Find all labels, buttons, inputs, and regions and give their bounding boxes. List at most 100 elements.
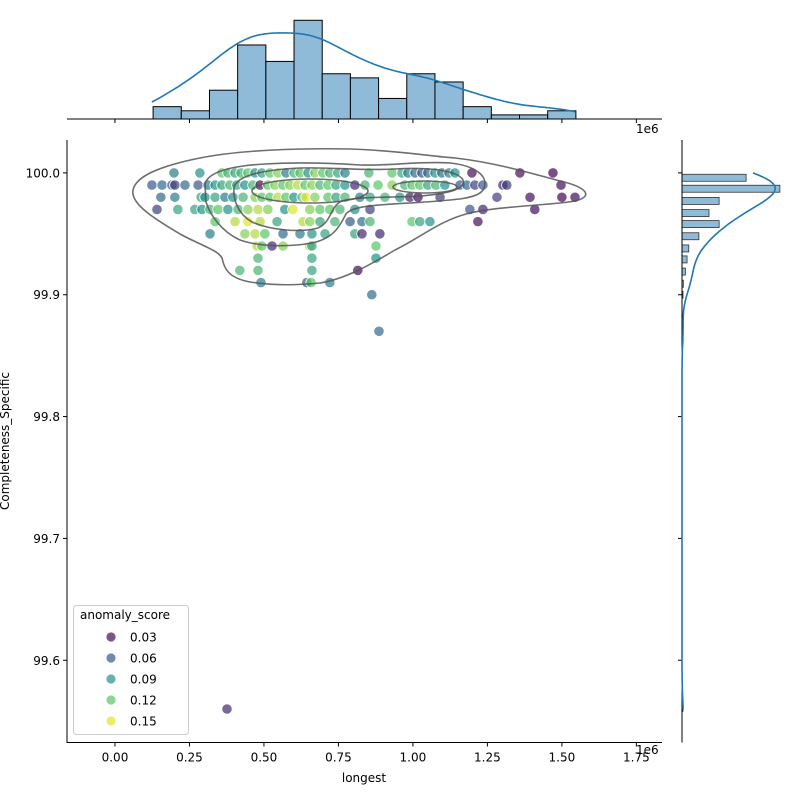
y-hist-bar xyxy=(681,255,688,264)
scatter-point xyxy=(374,228,386,240)
main-scatter-axes: 0.00 0.25 0.50 0.75 1.00 1.25 1.50 1.75 99.6 99.… xyxy=(0,140,662,785)
scatter-point xyxy=(237,191,249,203)
x-offset-text: 1e6 xyxy=(636,743,659,757)
legend-marker xyxy=(105,694,117,706)
scatter-point xyxy=(501,179,513,191)
x-tick-label: 1.00 xyxy=(400,751,427,765)
scatter-point xyxy=(556,191,568,203)
scatter-point xyxy=(356,228,368,240)
scatter-point xyxy=(366,289,378,301)
kde-contour-level-4-left xyxy=(251,178,369,204)
legend-box xyxy=(73,605,189,735)
scatter-point xyxy=(306,264,318,276)
scatter-point xyxy=(309,191,321,203)
x-axis-label: longest xyxy=(342,771,387,785)
legend-marker xyxy=(105,673,117,685)
scatter-point xyxy=(229,216,241,228)
scatter-point xyxy=(466,167,478,179)
scatter-point xyxy=(547,167,559,179)
scatter-point xyxy=(179,179,191,191)
x-hist-bar xyxy=(180,110,210,120)
scatter-point xyxy=(252,264,264,276)
scatter-point xyxy=(314,203,326,216)
x-hist-bar xyxy=(293,19,323,120)
kde-contour-level-2 xyxy=(204,161,486,247)
scatter-point xyxy=(146,179,158,191)
scatter-point xyxy=(172,203,184,216)
scatter-point xyxy=(256,240,268,252)
x-hist-bar xyxy=(152,106,182,120)
kde-contour-level-1 xyxy=(132,147,587,286)
scatter-point xyxy=(192,179,204,191)
legend-entry: 0.06 xyxy=(105,652,157,666)
scatter-point xyxy=(222,203,234,216)
scatter-point xyxy=(151,203,163,216)
y-hist-bar xyxy=(681,267,686,276)
x-hist-bar xyxy=(349,77,380,120)
x-tick-label: 0.00 xyxy=(102,751,129,765)
legend-entry: 0.15 xyxy=(105,715,157,729)
scatter-point xyxy=(373,325,385,337)
scatter-point xyxy=(277,228,289,240)
y-tick-label: 99.7 xyxy=(33,532,60,546)
scatter-point xyxy=(204,228,216,240)
legend-label: 0.12 xyxy=(130,694,157,708)
x-hist-bar xyxy=(237,44,267,120)
scatter-point xyxy=(239,228,251,240)
x-hist-bar xyxy=(406,73,436,120)
scatter-point xyxy=(227,191,239,203)
kde-contours xyxy=(132,147,587,286)
x-hist-bar xyxy=(208,89,239,120)
y-axis-label: Completeness_Specific xyxy=(0,372,12,510)
legend-label: 0.03 xyxy=(130,631,157,645)
scatter-point xyxy=(212,203,224,216)
scatter-point xyxy=(242,203,254,216)
x-hist-bar xyxy=(321,73,351,120)
y-hist-bar xyxy=(681,232,700,241)
y-hist-bar xyxy=(681,197,720,205)
scatter-point xyxy=(209,191,221,203)
x-tick-label: 1.25 xyxy=(474,751,501,765)
x-kde-line xyxy=(151,32,576,113)
scatter-point xyxy=(156,179,168,191)
scatter-point xyxy=(259,228,271,240)
scatter-point xyxy=(529,203,541,216)
x-tick-label: 0.25 xyxy=(176,751,203,765)
legend-label: 0.09 xyxy=(130,673,157,687)
scatter-point xyxy=(252,203,264,216)
scatter-point xyxy=(370,240,382,252)
y-hist-bar xyxy=(681,184,781,193)
scatter-points xyxy=(146,167,581,715)
legend-marker xyxy=(105,715,117,727)
scatter-point xyxy=(363,167,375,179)
scatter-point xyxy=(194,167,206,179)
y-hist-bar xyxy=(681,220,720,228)
scatter-point xyxy=(304,203,316,216)
legend-entry: 0.12 xyxy=(105,694,157,708)
kde-contour-level-4-right xyxy=(392,180,458,194)
scatter-point xyxy=(472,216,484,228)
x-tick-label: 0.50 xyxy=(251,751,278,765)
x-hist-bar xyxy=(265,60,295,120)
y-ticks: 99.6 99.7 99.8 99.9 100.0 xyxy=(26,166,67,668)
y-tick-label: 99.6 xyxy=(33,654,60,668)
scatter-point xyxy=(168,167,180,179)
scatter-point xyxy=(334,203,346,216)
y-hist-bar xyxy=(681,209,710,218)
scatter-point xyxy=(287,203,299,216)
x-tick-label: 0.75 xyxy=(325,751,352,765)
scatter-point xyxy=(491,191,503,203)
x-hist-bar xyxy=(462,106,492,120)
legend-label: 0.06 xyxy=(130,652,157,666)
y-kde-line xyxy=(681,172,777,709)
x-tick-label: 1.75 xyxy=(623,751,650,765)
legend-title: anomaly_score xyxy=(80,608,170,622)
legend-entry: 0.03 xyxy=(105,631,157,645)
scatter-point xyxy=(209,216,221,228)
x-hist-bar xyxy=(490,114,521,120)
scatter-point xyxy=(339,167,351,179)
scatter-point xyxy=(329,216,341,228)
legend-marker xyxy=(105,631,117,643)
x-tick-label: 1.50 xyxy=(549,751,576,765)
x-hist-bar xyxy=(519,114,549,120)
